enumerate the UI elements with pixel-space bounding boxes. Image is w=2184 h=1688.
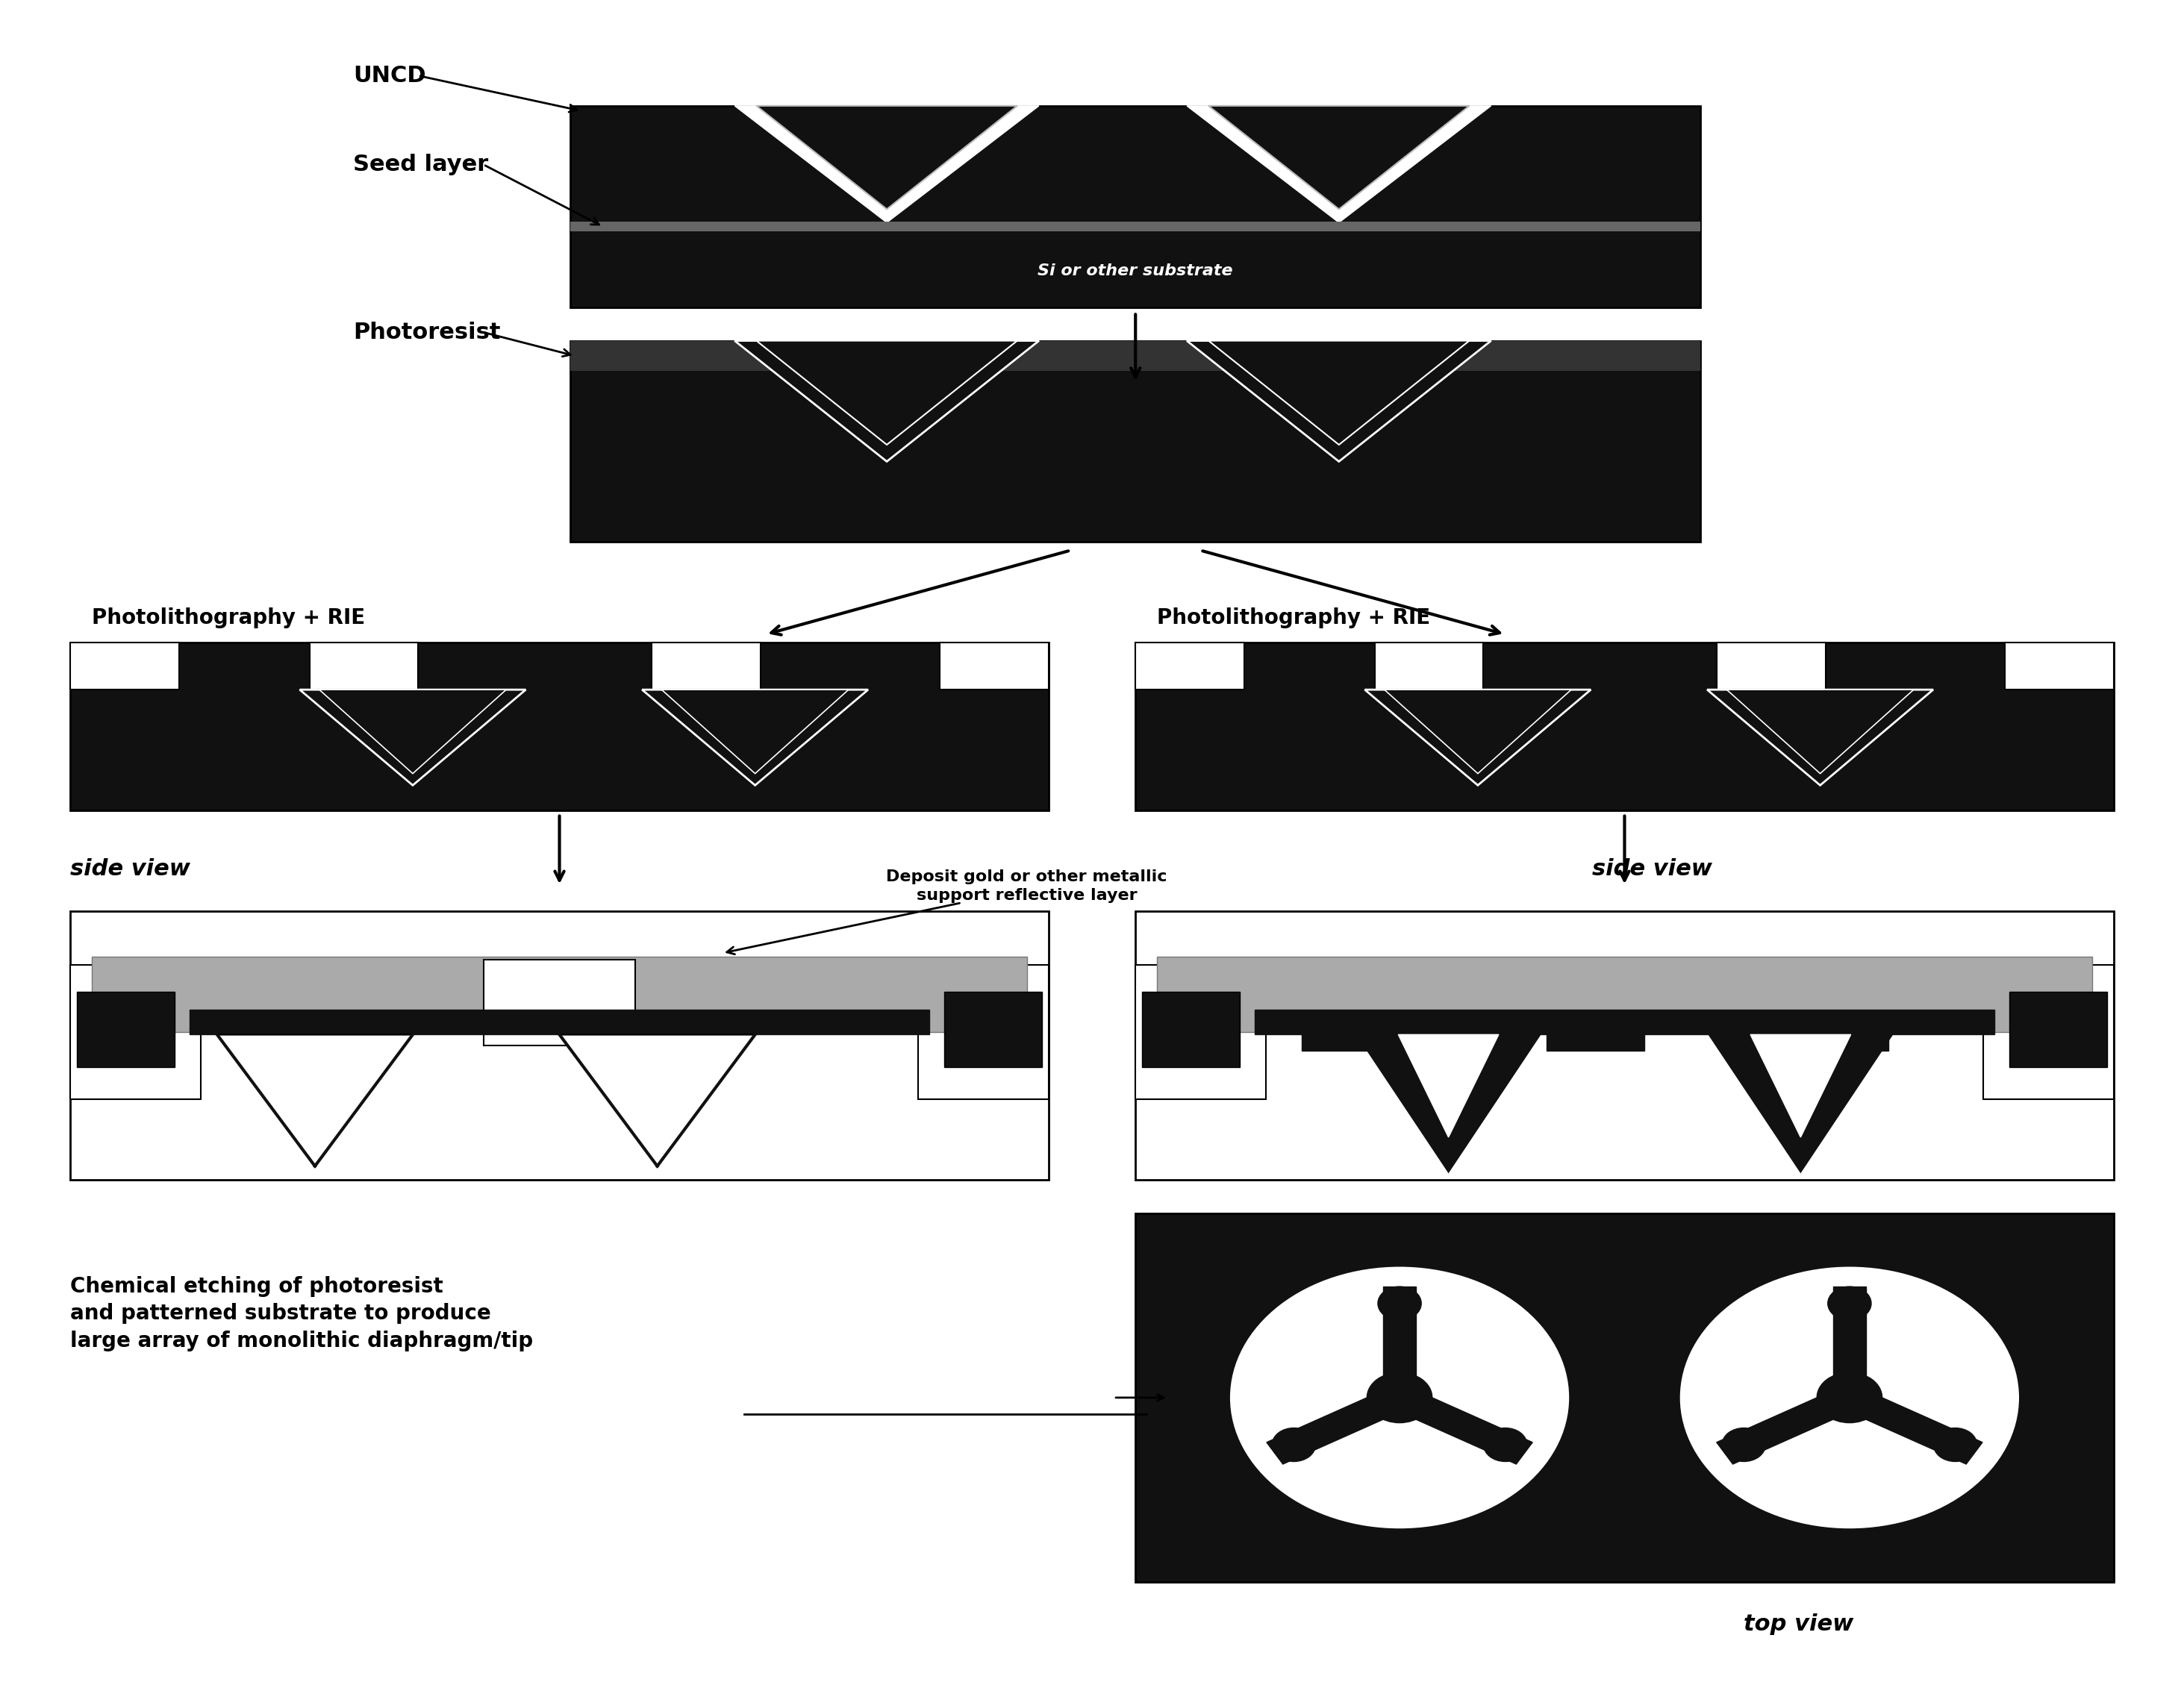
Text: Chemical etching of photoresist
and patterned substrate to produce
large array o: Chemical etching of photoresist and patt…	[70, 1276, 533, 1352]
Polygon shape	[559, 1035, 756, 1166]
Polygon shape	[642, 690, 867, 785]
Circle shape	[1828, 1286, 1872, 1320]
Bar	[70, 643, 1048, 810]
Polygon shape	[1186, 341, 1492, 461]
Bar	[1136, 643, 2114, 810]
Text: Seed layer: Seed layer	[354, 154, 489, 176]
Circle shape	[1230, 1266, 1568, 1528]
Bar	[483, 959, 636, 1045]
Bar	[1136, 966, 1267, 1099]
Polygon shape	[1728, 690, 1913, 773]
Bar	[190, 1009, 928, 1035]
Bar	[939, 643, 1048, 690]
Polygon shape	[756, 341, 1018, 444]
Polygon shape	[662, 690, 850, 773]
Circle shape	[1367, 1372, 1433, 1423]
Bar	[570, 221, 1701, 231]
Bar	[70, 643, 179, 690]
Text: top view: top view	[1743, 1614, 1854, 1636]
Polygon shape	[1832, 1286, 1865, 1398]
Polygon shape	[1186, 106, 1492, 223]
Polygon shape	[1710, 1035, 1891, 1171]
Circle shape	[1679, 1266, 2018, 1528]
Polygon shape	[1841, 1388, 1983, 1463]
Polygon shape	[299, 690, 526, 785]
Polygon shape	[319, 690, 507, 773]
Polygon shape	[1391, 1388, 1533, 1463]
Text: Si or other substrate: Si or other substrate	[1037, 263, 1234, 279]
Circle shape	[1817, 1372, 1883, 1423]
Bar	[70, 912, 1048, 1180]
Polygon shape	[1708, 690, 1933, 785]
Circle shape	[1483, 1428, 1527, 1462]
Bar	[1136, 643, 1245, 690]
Bar	[1136, 912, 2114, 1180]
Bar	[2009, 991, 2108, 1067]
Polygon shape	[1208, 106, 1470, 209]
Circle shape	[1378, 1286, 1422, 1320]
Bar	[917, 966, 1048, 1099]
Polygon shape	[1385, 690, 1570, 773]
Bar	[1374, 643, 1483, 690]
Polygon shape	[734, 341, 1040, 461]
Bar	[1791, 1013, 1889, 1050]
Bar	[1546, 1013, 1645, 1050]
Bar	[570, 341, 1701, 371]
Bar	[70, 966, 201, 1099]
Polygon shape	[1749, 1035, 1850, 1138]
Polygon shape	[1356, 1035, 1540, 1171]
Bar	[1158, 957, 2092, 1031]
Text: Deposit gold or other metallic
support reflective layer: Deposit gold or other metallic support r…	[887, 869, 1166, 903]
Polygon shape	[734, 106, 1040, 223]
Bar	[92, 957, 1026, 1031]
Bar	[651, 643, 760, 690]
Circle shape	[1721, 1428, 1765, 1462]
Polygon shape	[756, 106, 1018, 209]
Bar	[1983, 966, 2114, 1099]
Bar	[1136, 1214, 2114, 1582]
Text: Photoresist: Photoresist	[354, 321, 500, 343]
Bar	[1142, 991, 1241, 1067]
Polygon shape	[1398, 1035, 1498, 1138]
Polygon shape	[1382, 1286, 1415, 1398]
Polygon shape	[216, 1035, 413, 1166]
Bar	[2005, 643, 2114, 690]
Text: side view: side view	[1592, 858, 1712, 879]
Polygon shape	[1365, 690, 1590, 785]
Bar	[1302, 1013, 1400, 1050]
Text: Photolithography + RIE: Photolithography + RIE	[1158, 608, 1431, 628]
Bar	[570, 341, 1701, 542]
Bar	[570, 106, 1701, 307]
Circle shape	[1933, 1428, 1977, 1462]
Bar	[1717, 643, 1826, 690]
Bar	[310, 643, 417, 690]
Polygon shape	[1208, 341, 1470, 444]
Bar	[943, 991, 1042, 1067]
Bar	[1256, 1009, 1994, 1035]
Text: UNCD: UNCD	[354, 64, 426, 86]
Text: Photolithography + RIE: Photolithography + RIE	[92, 608, 365, 628]
Text: side view: side view	[70, 858, 190, 879]
Polygon shape	[1267, 1388, 1409, 1463]
Circle shape	[1271, 1428, 1315, 1462]
Polygon shape	[1717, 1388, 1859, 1463]
Bar	[76, 991, 175, 1067]
